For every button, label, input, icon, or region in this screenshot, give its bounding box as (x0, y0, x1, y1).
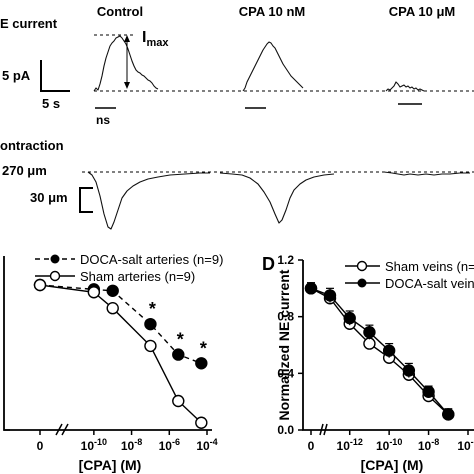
legend-label-sham-veins: Sham veins (n= (385, 259, 474, 274)
row-label-current: E current (0, 16, 58, 31)
panel-d-y-ticks: 0.0 0.4 0.8 1.2 (277, 253, 303, 437)
contraction-trace-control (87, 171, 210, 230)
panel-d-legend: Sham veins (n= DOCA-salt vein (345, 259, 474, 291)
legend-marker-sham-arteries (49, 270, 61, 282)
data-point (402, 364, 416, 377)
series-line (39, 284, 202, 364)
x-tick-label: 10-6 (159, 437, 180, 453)
imax-label: Imax (142, 29, 169, 49)
panel-c-axis-break (55, 423, 69, 436)
data-point (323, 289, 337, 302)
panel-c: 0 10-10 10-8 10-6 10-4 [CPA] (M) * * * DOCA-sa… (3, 252, 223, 473)
data-point (442, 408, 455, 421)
y-tick-label: 1.2 (277, 253, 294, 267)
panel-c-x-ticks: 0 10-10 10-8 10-6 10-4 (37, 430, 218, 453)
legend-marker-sham-veins (356, 260, 368, 272)
data-point (172, 394, 185, 408)
data-point (304, 282, 318, 295)
current-trace-cpa-10um (385, 81, 425, 92)
current-scale-bar (40, 60, 70, 92)
top-traces-panel: E current ontraction Control CPA 10 nM C… (0, 4, 474, 230)
significance-star: * (177, 330, 184, 350)
data-point (106, 302, 119, 315)
data-point (144, 339, 157, 353)
legend-label-doca-veins: DOCA-salt vein (385, 276, 474, 291)
panel-c-series: * * * (33, 278, 208, 429)
column-title-cpa-10um: CPA 10 μM (389, 4, 455, 19)
x-tick-label: 10-10 (376, 437, 402, 453)
panel-d-label: D (262, 254, 275, 274)
data-point (363, 337, 376, 350)
panel-c-x-label: [CPA] (M) (79, 457, 142, 473)
y-tick-label: 0.0 (277, 423, 294, 437)
data-point (106, 284, 119, 297)
data-point (144, 317, 157, 331)
current-scale-label: 5 pA (2, 68, 31, 83)
significance-star: * (149, 299, 156, 319)
data-point (33, 278, 47, 292)
panel-d-x-ticks: 0 10-12 10-10 10-8 10-6 (308, 430, 474, 453)
contraction-scale-label: 30 μm (30, 190, 68, 205)
panel-d: D Normalized NE current 0.0 0.4 0.8 1.2 0 10… (262, 253, 474, 473)
panel-c-legend: DOCA-salt arteries (n=9) Sham arteries (… (35, 252, 223, 284)
column-title-control: Control (97, 4, 143, 19)
x-tick-label: 0 (308, 439, 315, 453)
contraction-scale-bar (79, 187, 93, 213)
baseline-diameter-label: 270 μm (2, 163, 47, 178)
y-tick-label: 0.8 (277, 310, 294, 324)
panel-d-axis-break (319, 423, 328, 436)
x-tick-label: 10-8 (418, 437, 439, 453)
y-tick-label: 0.4 (277, 366, 294, 380)
data-point (87, 286, 101, 299)
data-point (343, 311, 356, 325)
x-tick-label: 10-8 (121, 437, 142, 453)
panel-d-y-label: Normalized NE current (276, 269, 292, 420)
data-point (195, 357, 208, 370)
x-tick-label: 10-10 (81, 437, 107, 453)
data-point (172, 348, 185, 361)
legend-label-doca-arteries: DOCA-salt arteries (n=9) (80, 252, 223, 267)
contraction-trace-cpa-10um (383, 171, 470, 176)
legend-marker-doca-veins (357, 278, 367, 288)
x-tick-label: 10-4 (196, 437, 217, 453)
x-tick-label: 10-12 (337, 437, 363, 453)
significance-star: * (200, 338, 207, 358)
current-trace-control (93, 35, 159, 92)
data-point (195, 416, 208, 429)
panel-d-series (304, 282, 455, 421)
data-point (422, 385, 435, 398)
row-label-contraction: ontraction (0, 138, 64, 153)
legend-label-sham-arteries: Sham arteries (n=9) (80, 269, 195, 284)
x-tick-label: 0 (37, 439, 44, 453)
data-point (382, 344, 396, 357)
column-title-cpa-10nm: CPA 10 nM (239, 4, 305, 19)
panel-d-x-label: [CPA] (M) (361, 457, 424, 473)
time-scale-label: 5 s (42, 96, 60, 111)
ns-label: ns (96, 113, 110, 127)
contraction-trace-cpa-10nm (219, 172, 335, 224)
current-trace-cpa-10nm (242, 41, 304, 92)
x-tick-label: 10-6 (457, 437, 474, 453)
legend-marker-doca-arteries (50, 254, 60, 264)
data-point (363, 326, 376, 339)
